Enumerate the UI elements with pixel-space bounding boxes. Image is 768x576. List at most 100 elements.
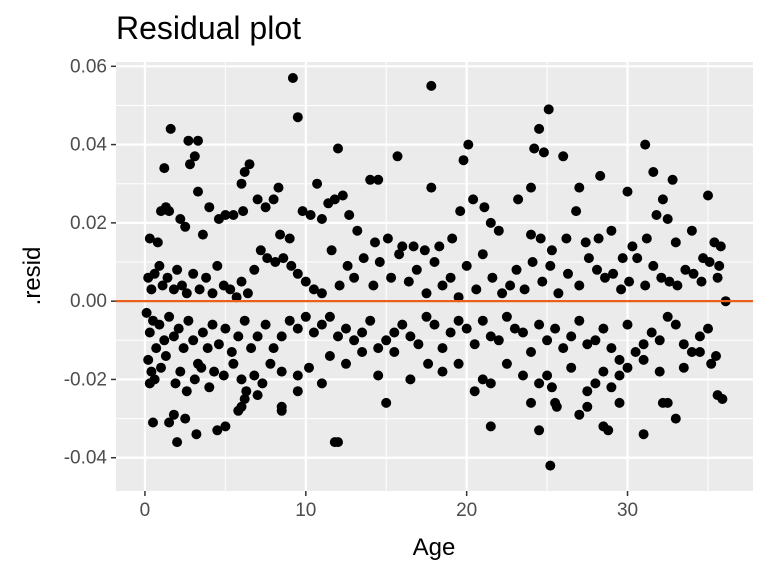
data-point [373, 174, 384, 185]
x-tick-label: 0 [140, 500, 151, 521]
data-point [284, 315, 295, 326]
data-point [538, 147, 549, 158]
data-point [220, 421, 231, 432]
data-point [534, 378, 545, 389]
data-point [170, 378, 181, 389]
data-point [255, 245, 266, 256]
data-point [260, 202, 271, 213]
data-point [617, 253, 628, 264]
data-point [598, 323, 609, 334]
data-point [164, 311, 175, 322]
data-point [678, 339, 689, 350]
data-point [183, 135, 194, 146]
data-point [608, 268, 619, 279]
data-point [590, 335, 601, 346]
data-point [497, 288, 508, 299]
data-point [704, 257, 715, 267]
data-point [394, 249, 405, 260]
y-axis-ticks: -0.04 -0.02 0.00 0.02 0.04 0.06 [64, 56, 116, 469]
data-point [292, 370, 303, 381]
data-points [141, 73, 731, 471]
data-point [550, 397, 561, 408]
data-point [185, 159, 195, 170]
data-point [284, 233, 295, 244]
data-point [670, 413, 681, 424]
data-point [423, 358, 434, 369]
data-point [389, 327, 400, 338]
data-point [276, 401, 287, 412]
data-point [236, 401, 247, 412]
data-point [382, 233, 393, 244]
data-point [461, 260, 472, 271]
y-tick-label: -0.04 [64, 448, 108, 469]
data-point [453, 292, 464, 303]
data-point [292, 323, 303, 334]
data-point [397, 319, 408, 330]
data-point [164, 206, 175, 217]
data-point [437, 366, 448, 377]
data-point [542, 335, 553, 346]
data-point [487, 272, 498, 283]
data-point [193, 135, 203, 146]
data-point [447, 233, 458, 244]
data-point [180, 413, 191, 424]
data-point [606, 343, 617, 354]
data-point [233, 331, 244, 342]
data-point [405, 374, 416, 385]
data-point [183, 315, 194, 326]
data-point [477, 374, 488, 385]
data-point [638, 354, 649, 365]
data-point [252, 390, 263, 401]
data-point [600, 272, 610, 283]
data-point [638, 429, 649, 440]
y-tick-label: 0.00 [70, 291, 107, 312]
data-point [365, 174, 376, 185]
data-point [209, 366, 220, 377]
x-axis-title: Age [413, 534, 456, 561]
data-point [421, 288, 432, 299]
data-point [485, 331, 496, 342]
data-point [468, 194, 479, 205]
data-point [534, 425, 545, 436]
data-point [297, 206, 308, 217]
data-point [168, 331, 179, 342]
data-point [252, 194, 263, 205]
data-point [381, 335, 392, 346]
data-point [518, 327, 528, 338]
data-point [546, 382, 557, 393]
data-point [595, 170, 606, 181]
y-axis-title: .resid [19, 247, 46, 306]
data-point [485, 421, 496, 432]
data-point [188, 335, 199, 346]
data-point [479, 202, 490, 213]
data-point [527, 257, 538, 267]
data-point [622, 186, 633, 197]
x-tick-label: 30 [617, 500, 638, 521]
data-point [614, 354, 625, 365]
data-point [574, 409, 585, 420]
data-point [657, 397, 668, 408]
data-point [558, 343, 569, 354]
data-point [561, 233, 572, 244]
data-point [453, 315, 464, 326]
data-point [334, 280, 345, 291]
plot-panel [116, 62, 753, 491]
data-point [249, 370, 260, 381]
data-point [461, 323, 472, 334]
data-point [688, 268, 699, 279]
data-point [308, 327, 319, 338]
data-point [386, 272, 397, 283]
data-point [239, 394, 250, 404]
data-point [236, 276, 247, 287]
data-point [408, 241, 419, 252]
data-point [196, 362, 207, 373]
data-point [546, 245, 557, 256]
data-point [337, 190, 348, 201]
data-point [316, 319, 327, 330]
data-point [526, 347, 536, 357]
data-point [197, 229, 208, 240]
data-point [178, 343, 189, 354]
data-point [278, 253, 289, 264]
data-point [526, 397, 536, 408]
data-point [365, 315, 376, 326]
